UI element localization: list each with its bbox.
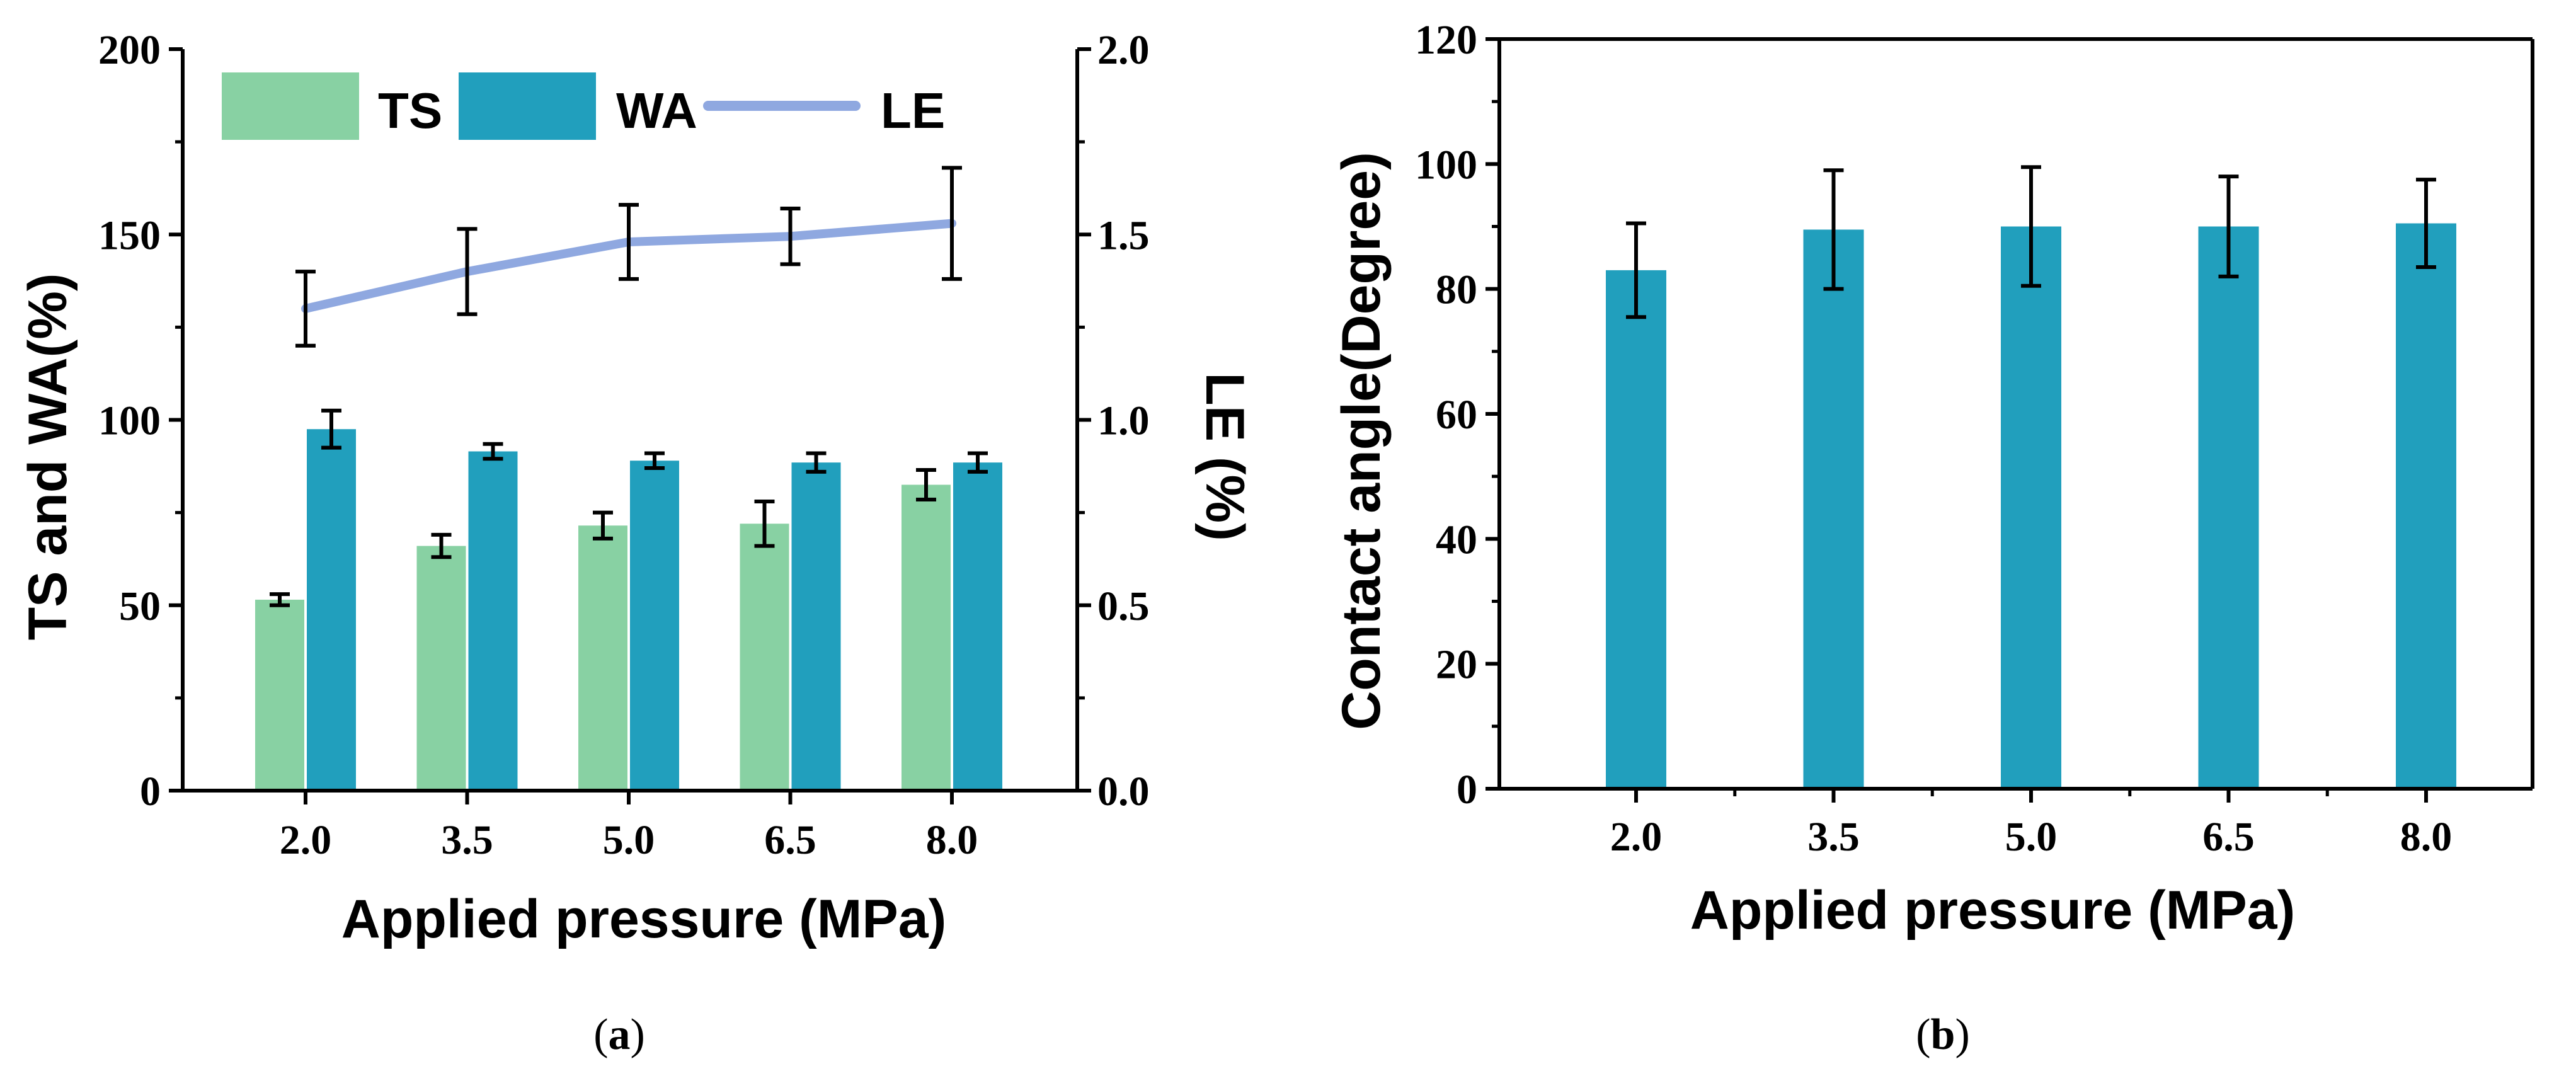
bar-ts-3.5: [416, 546, 466, 791]
chart-a-legend: TS WA LE: [222, 72, 945, 140]
tick-label-x-3.5: 3.5: [441, 817, 493, 863]
bar-ts-5.0: [578, 525, 627, 791]
chart-b-x-axis-title: Applied pressure (MPa): [1690, 880, 2296, 941]
chart-a-y2-ticks: 0.0 0.5 1.0 1.5 2.0: [1077, 27, 1150, 815]
tick-label-x-5.0: 5.0: [2005, 814, 2058, 860]
tick-label-y-50: 50: [119, 583, 161, 629]
tick-label-x-5.0: 5.0: [603, 817, 655, 863]
tick-label-y-120: 120: [1415, 17, 1477, 63]
tick-label-y-100: 100: [98, 398, 161, 444]
bar-contact-angle-5.0: [2001, 226, 2061, 789]
tick-label-y-100: 100: [1415, 142, 1477, 188]
bar-ts-8.0: [902, 484, 951, 791]
tick-label-y-0: 0: [140, 769, 161, 815]
tick-label-y2-0.0: 0.0: [1097, 769, 1150, 815]
chart-a-y-axis-title: TS and WA(%): [18, 273, 78, 641]
tick-label-x-6.5: 6.5: [764, 817, 816, 863]
bar-wa-2.0: [307, 429, 356, 791]
chart-b-x-ticks: 2.0 3.5 5.0 6.5 8.0: [1610, 789, 2453, 860]
tick-label-y-60: 60: [1436, 392, 1477, 438]
tick-label-y-40: 40: [1436, 517, 1477, 563]
tick-label-x-8.0: 8.0: [2400, 814, 2453, 860]
tick-label-y2-1.0: 1.0: [1097, 398, 1150, 444]
bar-wa-8.0: [953, 462, 1002, 791]
chart-a-marks: [255, 166, 1002, 791]
chart-a-x-axis-title: Applied pressure (MPa): [341, 889, 947, 949]
bar-ts-2.0: [255, 599, 304, 791]
caption-a: (a): [593, 1010, 645, 1059]
caption-b: (b): [1916, 1010, 1970, 1059]
bar-wa-3.5: [468, 451, 518, 791]
tick-label-y-0: 0: [1457, 767, 1477, 813]
bar-wa-5.0: [630, 461, 679, 791]
tick-label-y2-1.5: 1.5: [1097, 212, 1150, 258]
chart-b-y-ticks: 0 20 40 60 80 100 120: [1415, 17, 1499, 813]
tick-label-y-200: 200: [98, 27, 161, 73]
legend-label-ts: TS: [378, 83, 442, 139]
tick-label-x-2.0: 2.0: [280, 817, 332, 863]
chart-a-y2-axis-title: LE (%): [1194, 372, 1255, 541]
tick-label-x-6.5: 6.5: [2202, 814, 2255, 860]
bar-wa-6.5: [791, 462, 841, 791]
chart-b-marks: [1606, 165, 2456, 789]
chart-panel-a: 0 50 100 150 200 0.0 0.5 1.0 1.5 2.0 2.0 3.5 5.0 6.…: [18, 27, 1255, 1059]
bar-contact-angle-8.0: [2396, 223, 2456, 789]
tick-label-y-20: 20: [1436, 642, 1477, 688]
tick-label-y2-2.0: 2.0: [1097, 27, 1150, 73]
chart-b-y-axis-title: Contact angle(Degree): [1331, 152, 1392, 730]
bar-ts-6.5: [740, 524, 789, 791]
chart-a-x-ticks: 2.0 3.5 5.0 6.5 8.0: [280, 791, 978, 863]
tick-label-y2-0.5: 0.5: [1097, 583, 1150, 629]
bar-contact-angle-2.0: [1606, 270, 1666, 789]
tick-label-x-2.0: 2.0: [1610, 814, 1663, 860]
legend-swatch-ts: [222, 72, 359, 140]
chart-panel-b: 0 20 40 60 80 100 120 2.0 3.5 5.0 6.5 8.0 Applied …: [1331, 17, 2534, 1059]
bar-contact-angle-6.5: [2198, 226, 2259, 789]
legend-label-wa: WA: [616, 83, 697, 139]
legend-label-le: LE: [881, 83, 945, 139]
bar-contact-angle-3.5: [1803, 229, 1864, 789]
legend-swatch-wa: [459, 72, 596, 140]
tick-label-x-8.0: 8.0: [926, 817, 978, 863]
chart-a-y-ticks: 0 50 100 150 200: [98, 27, 183, 815]
tick-label-y-150: 150: [98, 212, 161, 258]
tick-label-y-80: 80: [1436, 267, 1477, 313]
tick-label-x-3.5: 3.5: [1807, 814, 1860, 860]
